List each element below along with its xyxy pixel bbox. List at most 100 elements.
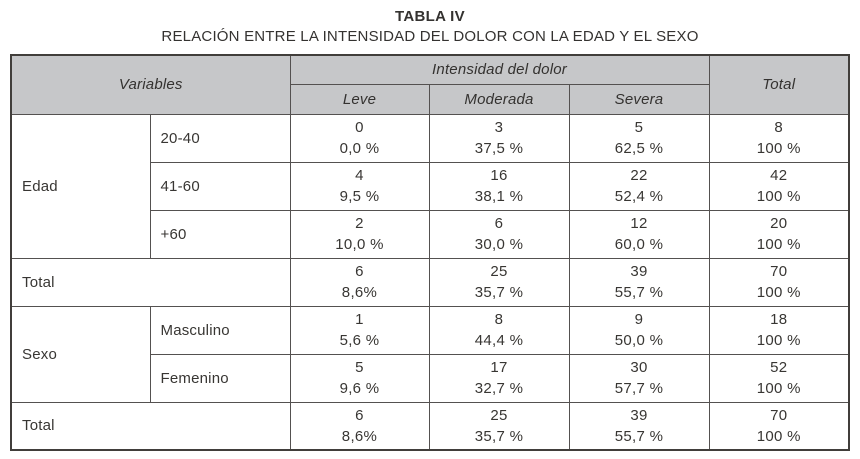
cell-percent: 38,1 % bbox=[474, 188, 524, 205]
cell-edad3-leve: 2 10,0 % bbox=[289, 209, 430, 259]
cell-edad1-total: 8 100 % bbox=[708, 113, 850, 163]
cell-percent: 57,7 % bbox=[614, 380, 664, 397]
table-title: TABLA IV bbox=[395, 8, 465, 25]
cell-fem-total: 52 100 % bbox=[708, 353, 850, 403]
cell-edad1-leve: 0 0,0 % bbox=[289, 113, 430, 163]
cell-percent: 10,0 % bbox=[335, 236, 384, 253]
cell-count: 12 bbox=[630, 215, 648, 232]
cell-totaledad-total: 70 100 % bbox=[708, 257, 850, 307]
cell-count: 42 bbox=[770, 167, 788, 184]
cell-fem-severa: 30 57,7 % bbox=[568, 353, 710, 403]
table-row-edad-20-40: Edad 20-40 0 0,0 % 3 37,5 % 5 62,5 % 8 1… bbox=[10, 113, 850, 259]
header-row-1: Variables Intensidad del dolor Total bbox=[10, 54, 850, 115]
cell-fem-leve: 5 9,6 % bbox=[289, 353, 430, 403]
cell-percent: 55,7 % bbox=[614, 284, 664, 301]
group-label-sexo: Sexo bbox=[10, 305, 151, 403]
cell-percent: 9,5 % bbox=[339, 188, 380, 205]
cell-count: 20 bbox=[770, 215, 788, 232]
row-label-60plus: +60 bbox=[149, 209, 291, 259]
cell-count: 18 bbox=[770, 311, 788, 328]
cell-percent: 60,0 % bbox=[614, 236, 664, 253]
cell-percent: 100 % bbox=[756, 188, 801, 205]
cell-count: 25 bbox=[490, 263, 508, 280]
cell-masc-moderada: 8 44,4 % bbox=[428, 305, 570, 355]
cell-percent: 52,4 % bbox=[614, 188, 664, 205]
header-variables: Variables bbox=[10, 54, 291, 115]
header-row-2: Leve Moderada Severa bbox=[11, 83, 849, 115]
cell-count: 9 bbox=[634, 311, 644, 328]
cell-totaledad-leve: 6 8,6% bbox=[289, 257, 430, 307]
total-label-sexo: Total bbox=[10, 401, 291, 451]
cell-percent: 32,7 % bbox=[474, 380, 524, 397]
cell-count: 1 bbox=[355, 311, 364, 328]
table-row-edad-60plus: +60 2 10,0 % 6 30,0 % 12 60,0 % 20 100 % bbox=[11, 209, 850, 259]
cell-count: 5 bbox=[634, 119, 644, 136]
cell-count: 6 bbox=[494, 215, 504, 232]
cell-count: 5 bbox=[355, 359, 364, 376]
cell-percent: 35,7 % bbox=[474, 284, 524, 301]
cell-percent: 100 % bbox=[756, 380, 801, 397]
cell-totalsexo-moderada: 25 35,7 % bbox=[428, 401, 570, 451]
table-row-edad-41-60: 41-60 4 9,5 % 16 38,1 % 22 52,4 % 42 100… bbox=[11, 161, 850, 211]
cell-percent: 55,7 % bbox=[614, 427, 664, 445]
header-leve: Leve bbox=[289, 83, 430, 115]
row-label-20-40: 20-40 bbox=[149, 113, 291, 163]
cell-edad3-moderada: 6 30,0 % bbox=[428, 209, 570, 259]
cell-totalsexo-severa: 39 55,7 % bbox=[568, 401, 710, 451]
table-row-sexo-masculino: Sexo Masculino 1 5,6 % 8 44,4 % 9 50,0 %… bbox=[10, 305, 850, 403]
cell-count: 16 bbox=[490, 167, 508, 184]
cell-percent: 37,5 % bbox=[474, 140, 524, 157]
cell-count: 39 bbox=[630, 406, 648, 424]
cell-percent: 62,5 % bbox=[614, 140, 664, 157]
cell-totaledad-severa: 39 55,7 % bbox=[568, 257, 710, 307]
cell-edad2-moderada: 16 38,1 % bbox=[428, 161, 570, 211]
cell-count: 8 bbox=[494, 311, 504, 328]
header-severa: Severa bbox=[568, 83, 710, 115]
cell-percent: 100 % bbox=[756, 140, 801, 157]
cell-count: 25 bbox=[490, 406, 508, 424]
cell-masc-leve: 1 5,6 % bbox=[289, 305, 430, 355]
table-row-total-edad: Total 6 8,6% 25 35,7 % 39 55,7 % 70 100 … bbox=[10, 257, 850, 307]
cell-percent: 5,6 % bbox=[339, 332, 380, 349]
header-moderada: Moderada bbox=[428, 83, 570, 115]
cell-count: 30 bbox=[630, 359, 648, 376]
cell-percent: 0,0 % bbox=[339, 140, 380, 157]
row-label-41-60: 41-60 bbox=[149, 161, 291, 211]
cell-count: 70 bbox=[770, 406, 788, 424]
cell-count: 0 bbox=[355, 119, 364, 136]
cell-totaledad-moderada: 25 35,7 % bbox=[428, 257, 570, 307]
cell-count: 22 bbox=[630, 167, 648, 184]
cell-edad3-total: 20 100 % bbox=[708, 209, 850, 259]
cell-edad1-severa: 5 62,5 % bbox=[568, 113, 710, 163]
cell-percent: 30,0 % bbox=[474, 236, 524, 253]
cell-percent: 100 % bbox=[756, 427, 801, 445]
cell-percent: 8,6% bbox=[341, 284, 378, 301]
cell-masc-total: 18 100 % bbox=[708, 305, 850, 355]
header-intensidad-del-dolor: Intensidad del dolor bbox=[289, 54, 710, 85]
cell-percent: 100 % bbox=[756, 236, 801, 253]
cell-count: 6 bbox=[355, 263, 364, 280]
cell-edad2-leve: 4 9,5 % bbox=[289, 161, 430, 211]
cell-totalsexo-leve: 6 8,6% bbox=[289, 401, 430, 451]
cell-edad2-total: 42 100 % bbox=[708, 161, 850, 211]
cell-count: 4 bbox=[355, 167, 364, 184]
cell-percent: 100 % bbox=[756, 284, 801, 301]
cell-count: 8 bbox=[774, 119, 784, 136]
table-row-total-sexo: Total 6 8,6% 25 35,7 % 39 55,7 % 70 100 … bbox=[10, 401, 850, 451]
cell-count: 6 bbox=[355, 406, 364, 424]
total-label-edad: Total bbox=[10, 257, 291, 307]
data-table: Variables Intensidad del dolor Total Lev… bbox=[10, 54, 850, 451]
cell-edad3-severa: 12 60,0 % bbox=[568, 209, 710, 259]
cell-percent: 9,6 % bbox=[339, 380, 380, 397]
cell-count: 3 bbox=[494, 119, 504, 136]
header-total: Total bbox=[708, 54, 850, 115]
row-label-masculino: Masculino bbox=[149, 305, 291, 355]
row-label-femenino: Femenino bbox=[149, 353, 291, 403]
cell-edad2-severa: 22 52,4 % bbox=[568, 161, 710, 211]
cell-percent: 50,0 % bbox=[614, 332, 664, 349]
cell-percent: 100 % bbox=[756, 332, 801, 349]
cell-count: 70 bbox=[770, 263, 788, 280]
cell-fem-moderada: 17 32,7 % bbox=[428, 353, 570, 403]
table-subtitle: RELACIÓN ENTRE LA INTENSIDAD DEL DOLOR C… bbox=[161, 28, 699, 45]
